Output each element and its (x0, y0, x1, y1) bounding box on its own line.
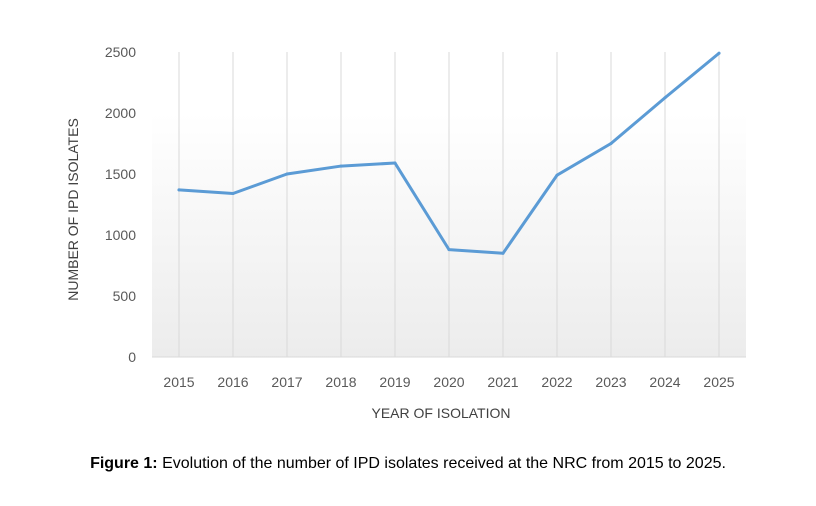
data-point-2018 (339, 164, 343, 168)
y-tick-label: 1500 (105, 166, 136, 182)
data-point-2015 (177, 188, 181, 192)
data-point-2023 (609, 142, 613, 145)
y-axis-title: NUMBER OF IPD ISOLATES (65, 118, 81, 301)
x-tick-label: 2017 (271, 374, 302, 390)
figure-caption: Figure 1: Evolution of the number of IPD… (0, 455, 816, 473)
x-tick-label: 2015 (163, 374, 194, 390)
caption-text: Evolution of the number of IPD isolates … (157, 455, 726, 472)
data-point-2017 (285, 172, 289, 176)
data-point-2021 (501, 251, 505, 255)
y-tick-label: 500 (113, 288, 137, 304)
y-tick-label: 2000 (105, 105, 136, 121)
x-tick-label: 2023 (595, 374, 626, 390)
x-tick-label: 2022 (541, 374, 572, 390)
data-point-2022 (555, 173, 559, 177)
data-point-2016 (231, 192, 235, 196)
x-tick-label: 2018 (325, 374, 356, 390)
x-tick-label: 2019 (379, 374, 410, 390)
data-point-2024 (663, 96, 667, 100)
y-tick-label: 1000 (105, 227, 136, 243)
line-chart: 0 500 1000 1500 2000 2500 2015 2016 2017 2018 201… (65, 44, 746, 421)
x-tick-label: 2021 (487, 374, 518, 390)
data-point-2025 (717, 51, 721, 55)
x-tick-label: 2016 (217, 374, 248, 390)
y-tick-label: 0 (128, 349, 136, 365)
x-tick-label: 2024 (649, 374, 680, 390)
x-tick-label: 2025 (703, 374, 734, 390)
data-point-2020 (447, 248, 451, 252)
x-tick-label: 2020 (433, 374, 464, 390)
data-point-2019 (393, 161, 397, 165)
y-tick-label: 2500 (105, 44, 136, 60)
caption-label: Figure 1: (90, 455, 158, 472)
x-axis-title: YEAR OF ISOLATION (372, 405, 511, 421)
